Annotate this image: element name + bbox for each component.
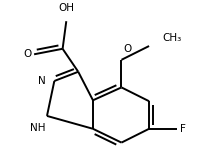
Text: O: O [123,44,131,54]
Text: F: F [180,124,186,134]
Text: N: N [38,76,46,86]
Text: CH₃: CH₃ [163,33,182,43]
Text: OH: OH [58,3,74,13]
Text: O: O [24,49,32,59]
Text: NH: NH [30,123,46,133]
